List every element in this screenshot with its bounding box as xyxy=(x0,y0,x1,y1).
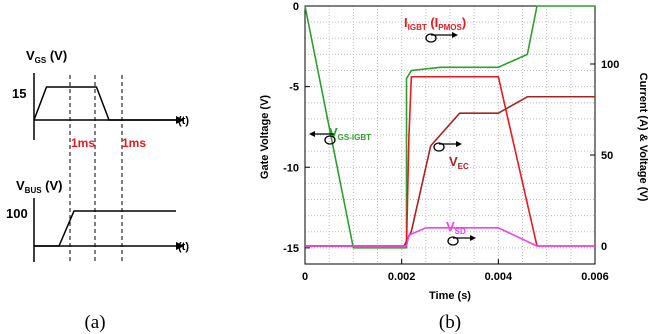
vbus-waveform xyxy=(34,210,176,247)
annotation-vgs-igbt: VGS-IGBT xyxy=(309,125,371,145)
duration-label-1: 1ms xyxy=(71,136,95,150)
vec-marker-icon xyxy=(433,142,445,152)
vgs-time-label: (t) xyxy=(178,115,189,127)
vgs-igbt-marker-icon xyxy=(324,135,336,145)
annotation-igbt: IIGBT (IPMOS) xyxy=(404,15,466,43)
plot-traces xyxy=(304,5,595,249)
series-vec xyxy=(305,95,595,247)
duration-label-2: 1ms xyxy=(122,136,146,150)
axis-ticks: 0 0.002 0.004 0.006 0 -5 -10 -15 100 50 0 xyxy=(283,1,619,283)
y-right-tick-label: 0 xyxy=(601,241,607,253)
panel-b: 0 0.002 0.004 0.006 0 -5 -10 -15 100 50 0 Gate Vol… xyxy=(259,1,649,333)
vbus-label: VBUS (V) xyxy=(16,178,63,195)
vbus-x-axis-arrow xyxy=(176,242,184,250)
caption-a: (a) xyxy=(84,312,105,333)
igbt-label: IIGBT (IPMOS) xyxy=(404,15,466,32)
vgs-label: VGS (V) xyxy=(26,48,67,65)
igbt-arrowhead-icon xyxy=(452,32,458,38)
annotation-vsd: VSD xyxy=(446,219,476,246)
vgs-igbt-arrowhead-icon xyxy=(309,131,315,137)
y-left-tick-label: 0 xyxy=(293,1,299,13)
series-vsd xyxy=(305,227,595,247)
vsd-arrowhead-icon xyxy=(470,235,476,241)
y-axis-left-label: Gate Voltage (V) xyxy=(259,95,271,179)
vsd-label: VSD xyxy=(446,219,466,236)
caption-b: (b) xyxy=(439,312,461,333)
x-tick-label: 0.004 xyxy=(485,271,513,283)
annotation-vec: VEC xyxy=(433,141,469,171)
vgs-igbt-label: VGS-IGBT xyxy=(329,125,371,142)
x-tick-label: 0.002 xyxy=(388,271,416,283)
plot-frame xyxy=(304,5,596,265)
x-axis-label: Time (s) xyxy=(429,290,471,302)
series-vgs-igbt xyxy=(304,5,595,249)
y-left-tick-label: -10 xyxy=(283,162,299,174)
panel-a: VGS (V) 15 (t) 1ms 1ms VBUS (V) 100 (t) … xyxy=(6,48,189,333)
vec-label: VEC xyxy=(449,154,469,171)
igbt-marker-icon xyxy=(425,33,437,43)
x-tick-label: 0 xyxy=(302,271,308,283)
y-right-tick-label: 50 xyxy=(601,150,613,162)
y-right-tick-label: 100 xyxy=(601,59,619,71)
y-left-tick-label: -5 xyxy=(289,82,299,94)
vbus-time-label: (t) xyxy=(178,241,189,253)
x-tick-label: 0.006 xyxy=(581,271,609,283)
vbus-level-label: 100 xyxy=(6,206,28,221)
vgs-x-axis-arrow xyxy=(176,116,184,124)
vgs-waveform xyxy=(33,86,176,121)
vgs-level-label: 15 xyxy=(12,86,26,101)
y-left-tick-label: -15 xyxy=(283,243,299,255)
vec-arrowhead-icon xyxy=(456,141,462,147)
vsd-marker-icon xyxy=(447,236,459,246)
y-axis-right-label: Current (A) & Voltage (V) xyxy=(637,73,649,202)
